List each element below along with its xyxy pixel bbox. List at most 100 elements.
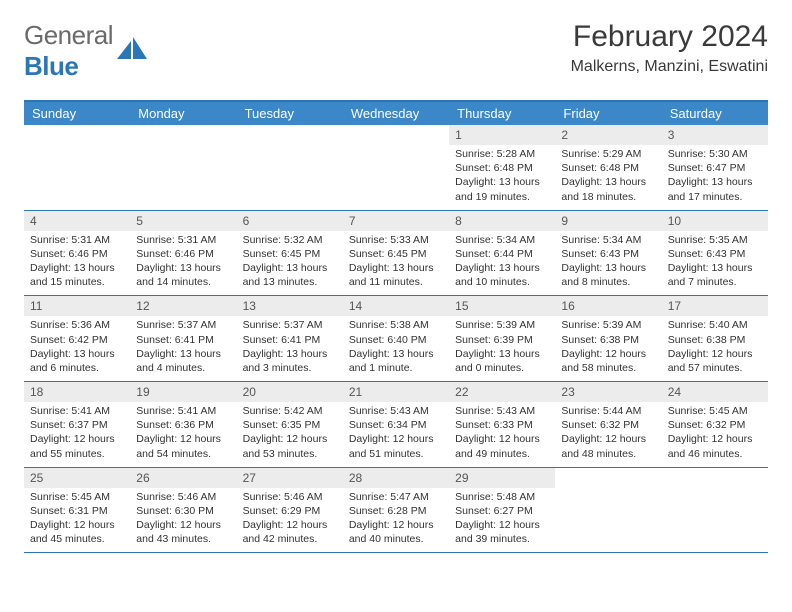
day-cell bbox=[662, 468, 768, 553]
day-number: 5 bbox=[130, 211, 236, 231]
day-info: Sunrise: 5:38 AMSunset: 6:40 PMDaylight:… bbox=[343, 318, 449, 375]
day-info: Sunrise: 5:30 AMSunset: 6:47 PMDaylight:… bbox=[662, 147, 768, 204]
day-cell: 15Sunrise: 5:39 AMSunset: 6:39 PMDayligh… bbox=[449, 296, 555, 381]
daylight-text: Daylight: 12 hours and 53 minutes. bbox=[243, 432, 337, 460]
daylight-text: Daylight: 12 hours and 55 minutes. bbox=[30, 432, 124, 460]
day-number: 23 bbox=[555, 382, 661, 402]
sunrise-text: Sunrise: 5:31 AM bbox=[136, 233, 230, 247]
day-cell bbox=[555, 468, 661, 553]
sunset-text: Sunset: 6:30 PM bbox=[136, 504, 230, 518]
day-cell: 18Sunrise: 5:41 AMSunset: 6:37 PMDayligh… bbox=[24, 382, 130, 467]
daylight-text: Daylight: 12 hours and 58 minutes. bbox=[561, 347, 655, 375]
sunrise-text: Sunrise: 5:39 AM bbox=[455, 318, 549, 332]
day-number: 22 bbox=[449, 382, 555, 402]
sunset-text: Sunset: 6:46 PM bbox=[136, 247, 230, 261]
day-cell: 26Sunrise: 5:46 AMSunset: 6:30 PMDayligh… bbox=[130, 468, 236, 553]
day-number bbox=[555, 468, 661, 488]
day-number: 13 bbox=[237, 296, 343, 316]
day-info: Sunrise: 5:43 AMSunset: 6:34 PMDaylight:… bbox=[343, 404, 449, 461]
page-header: General Blue February 2024 Malkerns, Man… bbox=[24, 20, 768, 82]
sunset-text: Sunset: 6:45 PM bbox=[349, 247, 443, 261]
day-number: 6 bbox=[237, 211, 343, 231]
day-info: Sunrise: 5:48 AMSunset: 6:27 PMDaylight:… bbox=[449, 490, 555, 547]
sunrise-text: Sunrise: 5:35 AM bbox=[668, 233, 762, 247]
daylight-text: Daylight: 12 hours and 39 minutes. bbox=[455, 518, 549, 546]
sunrise-text: Sunrise: 5:36 AM bbox=[30, 318, 124, 332]
day-number bbox=[130, 125, 236, 145]
day-number: 20 bbox=[237, 382, 343, 402]
sunset-text: Sunset: 6:32 PM bbox=[561, 418, 655, 432]
sunrise-text: Sunrise: 5:29 AM bbox=[561, 147, 655, 161]
day-number: 4 bbox=[24, 211, 130, 231]
daylight-text: Daylight: 13 hours and 17 minutes. bbox=[668, 175, 762, 203]
day-info: Sunrise: 5:29 AMSunset: 6:48 PMDaylight:… bbox=[555, 147, 661, 204]
day-info: Sunrise: 5:39 AMSunset: 6:39 PMDaylight:… bbox=[449, 318, 555, 375]
day-number: 18 bbox=[24, 382, 130, 402]
sunset-text: Sunset: 6:40 PM bbox=[349, 333, 443, 347]
day-cell: 2Sunrise: 5:29 AMSunset: 6:48 PMDaylight… bbox=[555, 125, 661, 210]
day-cell: 27Sunrise: 5:46 AMSunset: 6:29 PMDayligh… bbox=[237, 468, 343, 553]
day-cell: 8Sunrise: 5:34 AMSunset: 6:44 PMDaylight… bbox=[449, 211, 555, 296]
sunset-text: Sunset: 6:44 PM bbox=[455, 247, 549, 261]
day-number: 3 bbox=[662, 125, 768, 145]
day-number bbox=[662, 468, 768, 488]
sunset-text: Sunset: 6:43 PM bbox=[668, 247, 762, 261]
day-info: Sunrise: 5:47 AMSunset: 6:28 PMDaylight:… bbox=[343, 490, 449, 547]
sunset-text: Sunset: 6:31 PM bbox=[30, 504, 124, 518]
daylight-text: Daylight: 13 hours and 13 minutes. bbox=[243, 261, 337, 289]
sunset-text: Sunset: 6:46 PM bbox=[30, 247, 124, 261]
sunrise-text: Sunrise: 5:31 AM bbox=[30, 233, 124, 247]
sunrise-text: Sunrise: 5:43 AM bbox=[455, 404, 549, 418]
logo-text-gray: General bbox=[24, 20, 113, 50]
day-cell: 22 Sunrise: 5:43 AMSunset: 6:33 PMDayligh… bbox=[449, 382, 555, 467]
sunset-text: Sunset: 6:38 PM bbox=[668, 333, 762, 347]
day-number: 15 bbox=[449, 296, 555, 316]
sunrise-text: Sunrise: 5:30 AM bbox=[668, 147, 762, 161]
location-text: Malkerns, Manzini, Eswatini bbox=[571, 58, 768, 76]
daylight-text: Daylight: 12 hours and 49 minutes. bbox=[455, 432, 549, 460]
logo: General Blue bbox=[24, 20, 147, 82]
day-cell: 7Sunrise: 5:33 AMSunset: 6:45 PMDaylight… bbox=[343, 211, 449, 296]
day-cell: 28Sunrise: 5:47 AMSunset: 6:28 PMDayligh… bbox=[343, 468, 449, 553]
sunset-text: Sunset: 6:47 PM bbox=[668, 161, 762, 175]
daylight-text: Daylight: 12 hours and 48 minutes. bbox=[561, 432, 655, 460]
sunrise-text: Sunrise: 5:43 AM bbox=[349, 404, 443, 418]
week-row: 4Sunrise: 5:31 AMSunset: 6:46 PMDaylight… bbox=[24, 211, 768, 297]
sunrise-text: Sunrise: 5:32 AM bbox=[243, 233, 337, 247]
day-info: Sunrise: 5:37 AMSunset: 6:41 PMDaylight:… bbox=[130, 318, 236, 375]
daylight-text: Daylight: 12 hours and 43 minutes. bbox=[136, 518, 230, 546]
day-cell bbox=[130, 125, 236, 210]
sunset-text: Sunset: 6:41 PM bbox=[243, 333, 337, 347]
sunset-text: Sunset: 6:48 PM bbox=[561, 161, 655, 175]
day-info: Sunrise: 5:40 AMSunset: 6:38 PMDaylight:… bbox=[662, 318, 768, 375]
logo-sail-icon bbox=[117, 37, 147, 59]
sunrise-text: Sunrise: 5:34 AM bbox=[455, 233, 549, 247]
day-info: Sunrise: 5:33 AMSunset: 6:45 PMDaylight:… bbox=[343, 233, 449, 290]
day-number: 12 bbox=[130, 296, 236, 316]
day-info: Sunrise: 5:32 AMSunset: 6:45 PMDaylight:… bbox=[237, 233, 343, 290]
daylight-text: Daylight: 13 hours and 3 minutes. bbox=[243, 347, 337, 375]
daylight-text: Daylight: 13 hours and 7 minutes. bbox=[668, 261, 762, 289]
daylight-text: Daylight: 13 hours and 19 minutes. bbox=[455, 175, 549, 203]
day-number: 17 bbox=[662, 296, 768, 316]
day-number bbox=[237, 125, 343, 145]
day-cell: 11Sunrise: 5:36 AMSunset: 6:42 PMDayligh… bbox=[24, 296, 130, 381]
day-info: Sunrise: 5:45 AMSunset: 6:31 PMDaylight:… bbox=[24, 490, 130, 547]
week-row: 11Sunrise: 5:36 AMSunset: 6:42 PMDayligh… bbox=[24, 296, 768, 382]
day-number: 9 bbox=[555, 211, 661, 231]
sunset-text: Sunset: 6:27 PM bbox=[455, 504, 549, 518]
day-header-sunday: Sunday bbox=[24, 102, 130, 125]
day-cell: 19Sunrise: 5:41 AMSunset: 6:36 PMDayligh… bbox=[130, 382, 236, 467]
day-cell: 20Sunrise: 5:42 AMSunset: 6:35 PMDayligh… bbox=[237, 382, 343, 467]
day-number: 2 bbox=[555, 125, 661, 145]
day-cell: 13Sunrise: 5:37 AMSunset: 6:41 PMDayligh… bbox=[237, 296, 343, 381]
sunrise-text: Sunrise: 5:47 AM bbox=[349, 490, 443, 504]
sunrise-text: Sunrise: 5:38 AM bbox=[349, 318, 443, 332]
day-info: Sunrise: 5:41 AMSunset: 6:36 PMDaylight:… bbox=[130, 404, 236, 461]
day-number: 8 bbox=[449, 211, 555, 231]
sunrise-text: Sunrise: 5:46 AM bbox=[243, 490, 337, 504]
sunrise-text: Sunrise: 5:41 AM bbox=[30, 404, 124, 418]
sunset-text: Sunset: 6:33 PM bbox=[455, 418, 549, 432]
day-cell: 4Sunrise: 5:31 AMSunset: 6:46 PMDaylight… bbox=[24, 211, 130, 296]
sunset-text: Sunset: 6:48 PM bbox=[455, 161, 549, 175]
